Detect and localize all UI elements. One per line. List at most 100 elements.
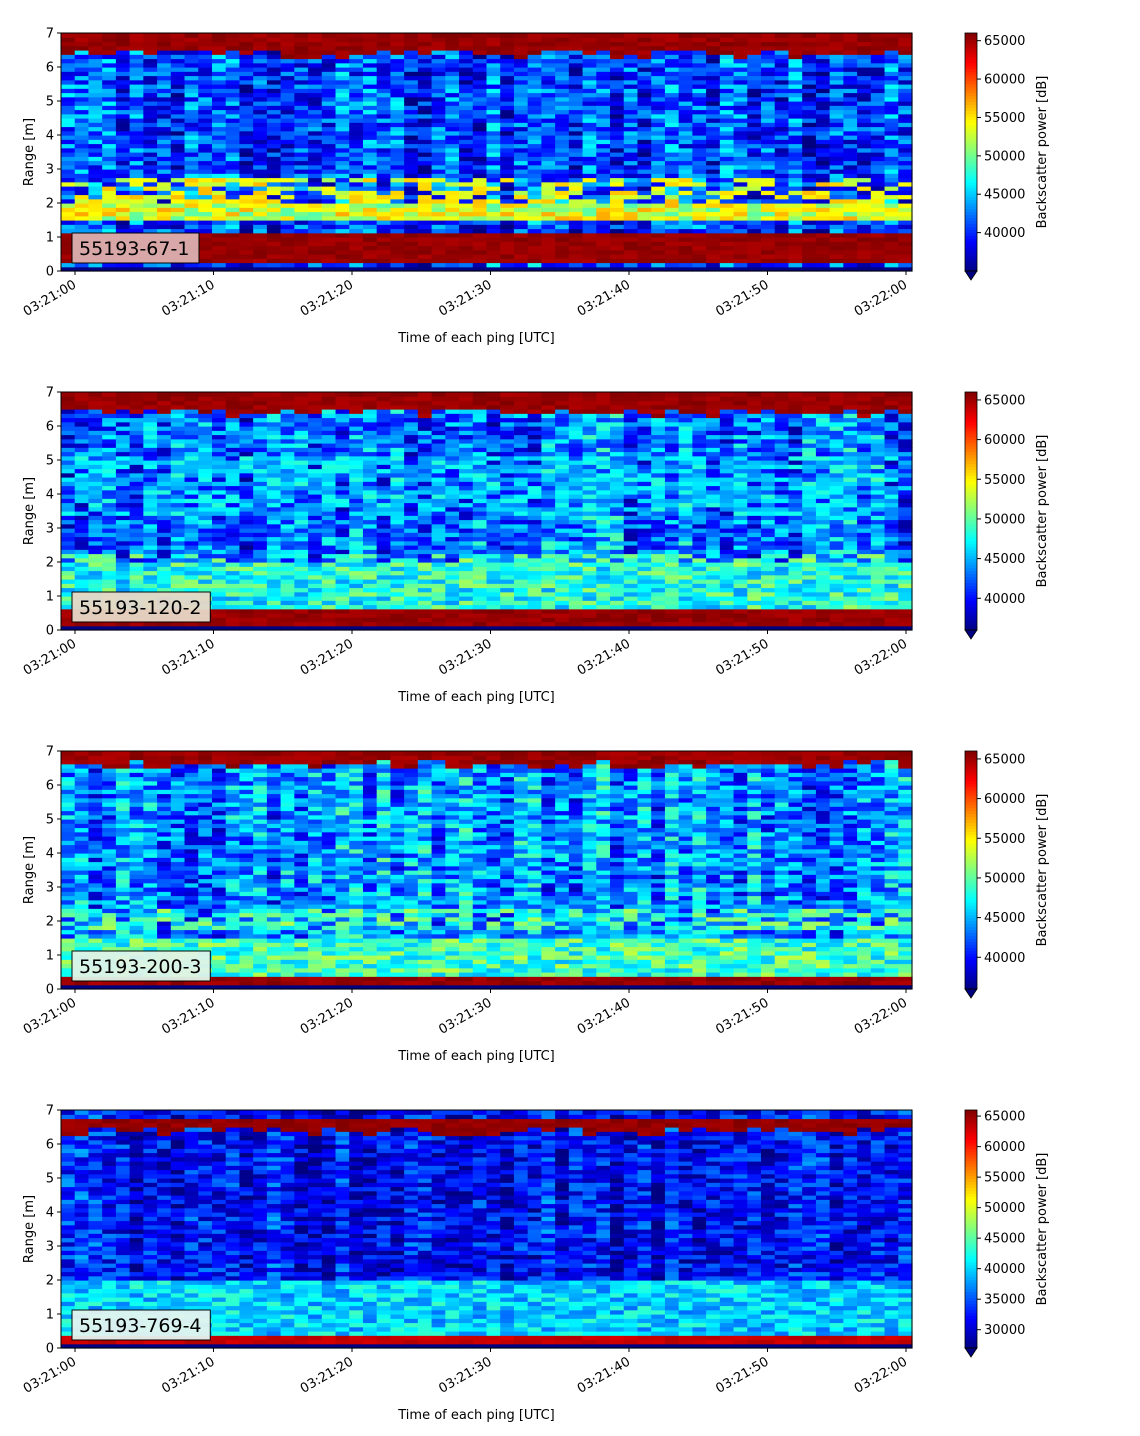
- heatmap-cell: [308, 190, 323, 196]
- heatmap-cell: [225, 553, 241, 559]
- heatmap-cell: [445, 194, 460, 200]
- heatmap-cell: [102, 62, 117, 68]
- heatmap-cell: [349, 613, 364, 618]
- heatmap-cell: [321, 177, 337, 183]
- heatmap-cell: [651, 173, 666, 179]
- heatmap-cell: [115, 215, 131, 221]
- heatmap-cell: [486, 96, 501, 102]
- heatmap-cell: [294, 147, 309, 153]
- heatmap-cell: [582, 190, 597, 196]
- heatmap-cell: [184, 211, 199, 217]
- heatmap-cell: [184, 79, 199, 85]
- heatmap-cell: [102, 523, 117, 529]
- heatmap-cell: [417, 37, 433, 43]
- heatmap-cell: [225, 409, 241, 414]
- heatmap-cell: [253, 570, 268, 576]
- heatmap-cell: [719, 258, 735, 264]
- heatmap-cell: [349, 241, 364, 247]
- heatmap-cell: [88, 498, 103, 504]
- heatmap-cell: [843, 164, 858, 170]
- heatmap-cell: [143, 152, 158, 157]
- heatmap-cell: [157, 118, 172, 123]
- heatmap-cell: [321, 494, 337, 499]
- heatmap-cell: [102, 485, 117, 491]
- heatmap-cell: [637, 118, 652, 123]
- heatmap-cell: [266, 434, 282, 440]
- heatmap-cell: [500, 262, 515, 268]
- heatmap-cell: [898, 41, 913, 47]
- heatmap-cell: [774, 135, 790, 140]
- heatmap-cell: [472, 186, 488, 191]
- heatmap-cell: [678, 33, 693, 38]
- heatmap-cell: [239, 130, 254, 136]
- heatmap-cell: [362, 396, 378, 402]
- heatmap-cell: [459, 232, 474, 238]
- heatmap-cell: [157, 130, 172, 136]
- heatmap-cell: [486, 190, 501, 196]
- heatmap-cell: [239, 502, 254, 508]
- heatmap-cell: [61, 164, 76, 170]
- heatmap-cell: [143, 400, 158, 406]
- heatmap-cell: [404, 224, 419, 230]
- heatmap-cell: [623, 92, 639, 98]
- heatmap-cell: [870, 84, 886, 89]
- heatmap-cell: [321, 96, 337, 102]
- heatmap-cell: [280, 400, 295, 406]
- heatmap-cell: [61, 228, 76, 234]
- heatmap-cell: [802, 241, 817, 247]
- heatmap-cell: [788, 101, 803, 106]
- heatmap-cell: [678, 211, 693, 217]
- heatmap-cell: [308, 203, 323, 208]
- heatmap-cell: [308, 451, 323, 457]
- heatmap-cell: [253, 58, 268, 64]
- heatmap-cell: [761, 135, 776, 140]
- heatmap-cell: [362, 203, 378, 208]
- heatmap-cell: [555, 194, 570, 200]
- heatmap-cell: [239, 608, 254, 614]
- heatmap-cell: [266, 147, 282, 153]
- heatmap-cell: [431, 237, 446, 242]
- heatmap-cell: [102, 528, 117, 533]
- heatmap-cell: [102, 88, 117, 94]
- heatmap-cell: [390, 194, 405, 200]
- heatmap-cell: [239, 45, 254, 51]
- heatmap-cell: [280, 50, 295, 55]
- heatmap-cell: [129, 464, 144, 470]
- heatmap-cell: [637, 41, 652, 47]
- heatmap-cell: [198, 237, 213, 242]
- heatmap-cell: [115, 557, 131, 563]
- heatmap-cell: [362, 173, 378, 179]
- heatmap-cell: [115, 417, 131, 423]
- heatmap-cell: [376, 156, 392, 162]
- heatmap-cell: [253, 506, 268, 512]
- heatmap-cell: [610, 169, 625, 174]
- heatmap-cell: [431, 71, 446, 77]
- heatmap-cell: [61, 75, 76, 81]
- heatmap-cell: [706, 224, 721, 230]
- heatmap-cell: [362, 413, 378, 419]
- heatmap-cell: [198, 241, 213, 247]
- heatmap-cell: [362, 190, 378, 196]
- heatmap-cell: [774, 220, 790, 225]
- heatmap-cell: [513, 224, 529, 230]
- heatmap-cell: [527, 62, 543, 68]
- heatmap-cell: [774, 79, 790, 85]
- heatmap-cell: [88, 451, 103, 457]
- heatmap-cell: [157, 409, 172, 414]
- heatmap-cell: [294, 617, 309, 623]
- heatmap-cell: [857, 75, 872, 81]
- heatmap-cell: [376, 190, 392, 196]
- heatmap-cell: [266, 249, 282, 255]
- heatmap-cell: [541, 258, 556, 264]
- heatmap-cell: [294, 75, 309, 81]
- heatmap-cell: [390, 613, 405, 618]
- heatmap-cell: [870, 249, 886, 255]
- heatmap-cell: [335, 528, 350, 533]
- heatmap-cell: [170, 460, 186, 465]
- colorbar-segment: [965, 65, 977, 70]
- heatmap-cell: [157, 549, 172, 555]
- heatmap-cell: [211, 122, 227, 128]
- heatmap-cell: [211, 62, 227, 68]
- heatmap-cell: [184, 566, 199, 572]
- heatmap-cell: [225, 583, 241, 589]
